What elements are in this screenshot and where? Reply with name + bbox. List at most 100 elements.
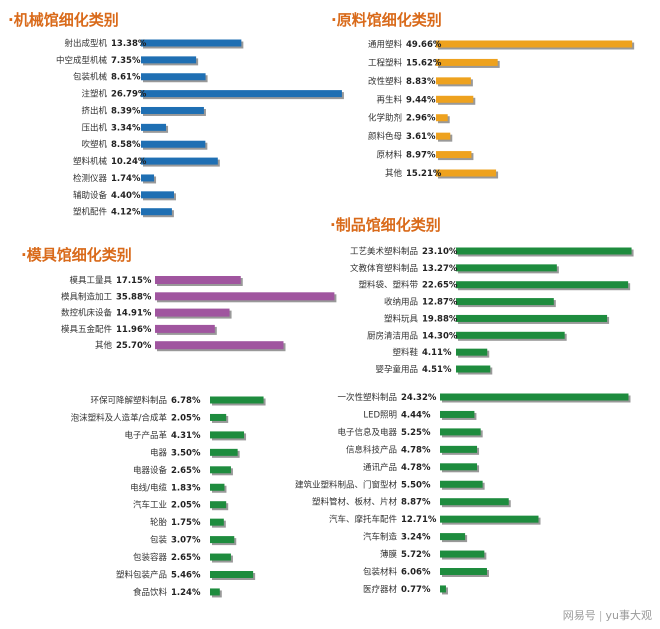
value-label: 1.74% xyxy=(111,174,141,184)
value-label: 12.87% xyxy=(422,298,458,308)
bar xyxy=(440,515,539,523)
bar xyxy=(436,151,472,159)
category-label: 挤出机 xyxy=(81,105,107,116)
materials-title: ·原料馆细化类别 xyxy=(331,11,442,29)
bar xyxy=(456,331,565,339)
bar xyxy=(141,73,206,81)
watermark-author: yu事大观 xyxy=(605,609,652,622)
value-label: 7.35% xyxy=(111,56,141,66)
other1-bar-chart: 环保可降解塑料制品 6.78%泡沫塑料及人造革/合成革 2.05%电子产品革 4.31… xyxy=(71,395,266,598)
value-label: 8.83% xyxy=(406,77,436,87)
category-label: 电子信息及电器 xyxy=(337,427,397,438)
value-label: 1.75% xyxy=(171,518,201,528)
value-label: 4.51% xyxy=(422,365,452,375)
value-label: 13.38% xyxy=(111,39,147,49)
bar xyxy=(436,58,498,66)
category-label: LED照明 xyxy=(363,410,397,420)
value-label: 24.32% xyxy=(401,393,437,403)
category-label: 电线/电缆 xyxy=(130,482,167,493)
bar xyxy=(440,445,478,453)
value-label: 25.70% xyxy=(116,341,152,351)
value-label: 5.46% xyxy=(171,571,201,581)
category-label: 其他 xyxy=(385,168,403,179)
value-label: 6.78% xyxy=(171,396,201,406)
category-label: 电器设备 xyxy=(133,465,168,476)
bar xyxy=(456,247,632,255)
bar xyxy=(456,365,491,373)
value-label: 5.72% xyxy=(401,550,431,560)
category-label: 薄膜 xyxy=(380,549,398,560)
bar xyxy=(141,106,204,114)
value-label: 3.50% xyxy=(171,448,201,458)
bar xyxy=(440,568,487,575)
category-label: 塑机配件 xyxy=(73,207,108,218)
value-label: 8.87% xyxy=(401,498,431,508)
bar xyxy=(456,264,557,272)
category-label: 化学助剂 xyxy=(368,113,402,124)
bar xyxy=(141,191,174,199)
bar xyxy=(210,448,238,456)
machinery-title: ·机械馆细化类别 xyxy=(8,11,119,29)
bar xyxy=(436,169,497,177)
category-label: 信息科技产品 xyxy=(346,444,397,455)
category-label: 文教体育塑料制品 xyxy=(350,263,418,274)
value-label: 2.05% xyxy=(171,413,201,423)
category-label: 吹塑机 xyxy=(81,139,107,150)
bar xyxy=(436,77,471,85)
value-label: 5.25% xyxy=(401,428,431,438)
category-label: 包装容器 xyxy=(133,552,168,563)
value-label: 14.30% xyxy=(422,331,458,341)
value-label: 3.24% xyxy=(401,533,431,543)
category-label: 包装材料 xyxy=(363,567,398,578)
category-label: 模具五金配件 xyxy=(61,324,113,335)
value-label: 4.40% xyxy=(111,191,141,201)
category-label: 中空成型机械 xyxy=(56,55,108,66)
category-label: 厨房清洁用品 xyxy=(367,330,418,341)
value-label: 4.12% xyxy=(111,208,141,218)
category-label: 建筑业塑料制品、门窗型材 xyxy=(295,479,398,490)
materials-bar-chart: 通用塑料 49.66%工程塑料 15.62%改性塑料 8.83% 再生料 9.44% 化学助… xyxy=(368,39,635,179)
category-label: 汽车、摩托车配件 xyxy=(329,514,398,525)
category-label: 射出成型机 xyxy=(64,38,107,49)
bar xyxy=(440,428,481,436)
products-bar-chart: 工艺美术塑料制品 23.10% 文教体育塑料制品 13.27% 塑料袋、塑料带 22.65… xyxy=(350,246,634,375)
category-label: 工程塑料 xyxy=(368,57,403,68)
value-label: 8.39% xyxy=(111,106,141,116)
value-label: 2.65% xyxy=(171,466,201,476)
category-label: 改性塑料 xyxy=(368,76,403,87)
category-label: 原材料 xyxy=(376,150,402,161)
bar xyxy=(141,56,197,64)
bar xyxy=(456,281,629,289)
bar xyxy=(456,314,608,322)
category-label: 塑料袋、塑料带 xyxy=(358,280,418,291)
bar xyxy=(210,588,220,596)
value-label: 8.58% xyxy=(111,140,141,150)
bar xyxy=(436,132,451,140)
value-label: 4.44% xyxy=(401,410,431,420)
category-label: 汽车工业 xyxy=(133,500,167,511)
value-label: 17.15% xyxy=(116,276,152,286)
bar xyxy=(155,292,335,301)
molds-bar-chart: 模具工量具 17.15%模具制造加工 35.88%数控机床设备 14.91%模具五金配… xyxy=(61,275,337,352)
category-label: 注塑机 xyxy=(81,89,107,100)
value-label: 15.62% xyxy=(406,58,442,68)
category-label: 检测仪器 xyxy=(73,173,108,184)
value-label: 22.65% xyxy=(422,281,458,291)
value-label: 6.06% xyxy=(401,568,431,578)
value-label: 19.88% xyxy=(422,314,458,324)
category-label: 压出机 xyxy=(81,122,107,133)
category-label: 塑料包装产品 xyxy=(116,570,167,581)
bar xyxy=(210,518,224,526)
bar xyxy=(436,95,474,103)
value-label: 11.96% xyxy=(116,325,152,335)
category-label: 环保可降解塑料制品 xyxy=(90,395,167,406)
value-label: 14.91% xyxy=(116,309,152,319)
bar xyxy=(436,40,633,48)
bar xyxy=(210,501,227,509)
category-label: 包装机械 xyxy=(73,72,108,83)
value-label: 2.65% xyxy=(171,553,201,563)
watermark-separator: | xyxy=(598,609,603,622)
bar xyxy=(440,463,478,471)
value-label: 3.61% xyxy=(406,132,436,142)
